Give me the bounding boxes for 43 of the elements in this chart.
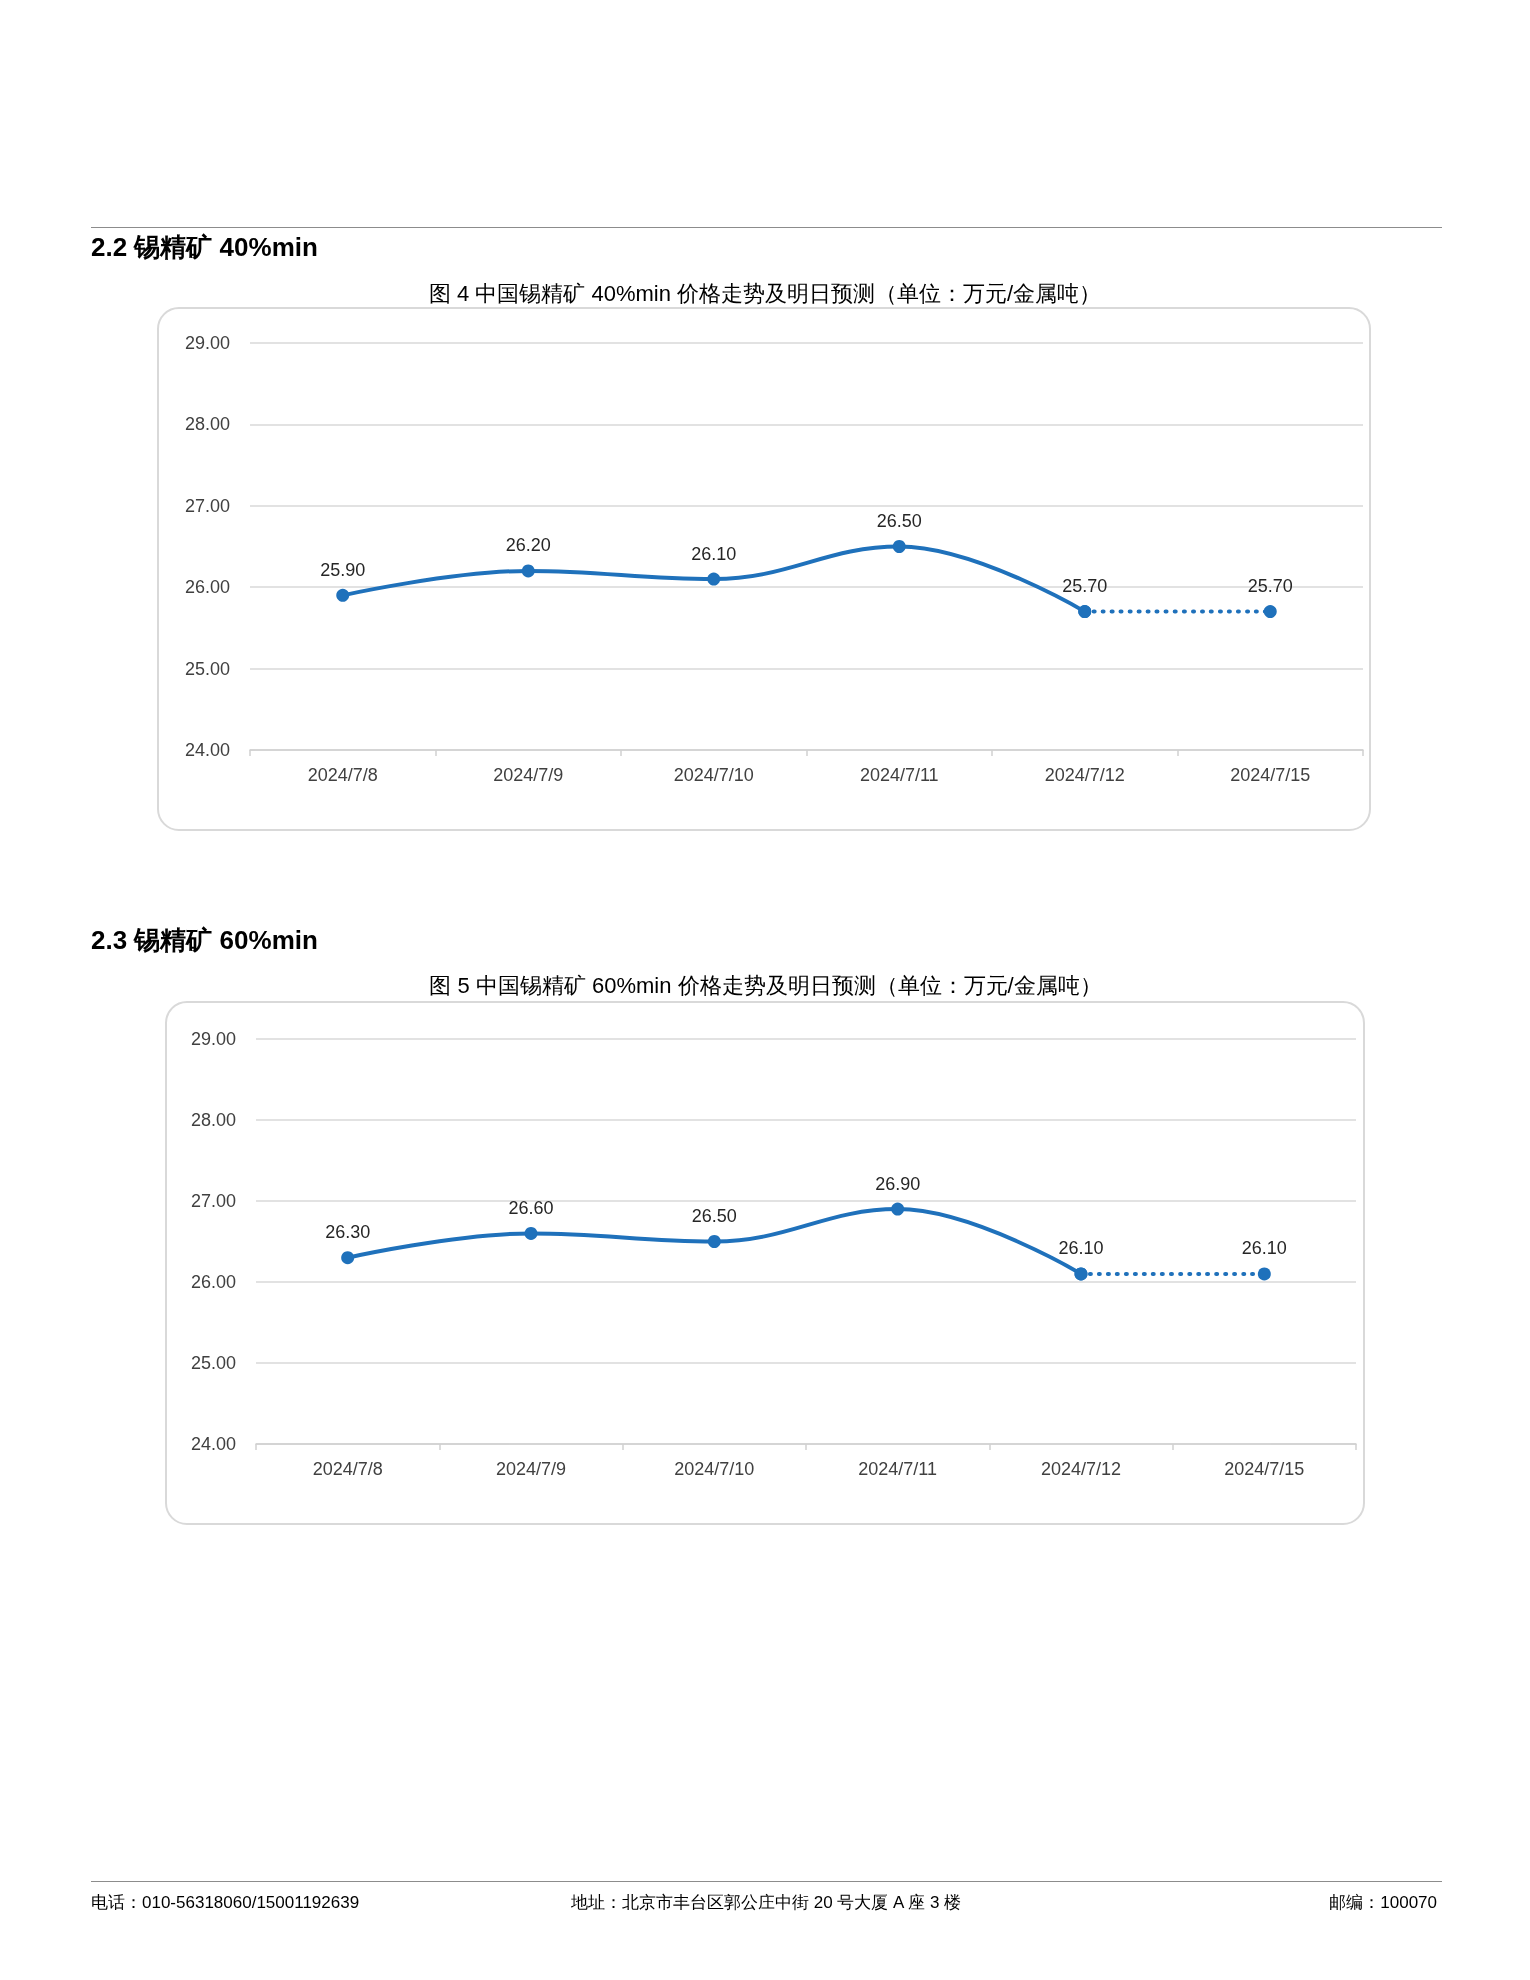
data-label: 26.10 (1058, 1238, 1104, 1259)
data-label: 26.10 (691, 543, 737, 564)
x-tick-label: 2024/7/8 (312, 1459, 383, 1479)
chart-title: 图 5 中国锡精矿 60%min 价格走势及明日预测（单位：万元/金属吨） (429, 972, 1102, 998)
data-label: 25.70 (1247, 576, 1293, 597)
y-tick-label: 27.00 (190, 1191, 236, 1211)
y-tick-label: 29.00 (184, 333, 230, 353)
y-tick-label: 28.00 (190, 1110, 236, 1130)
x-tick-label: 2024/7/11 (858, 1459, 938, 1479)
data-label: 26.30 (325, 1222, 371, 1243)
data-label: 25.70 (1062, 576, 1108, 597)
data-label: 26.50 (876, 511, 922, 531)
y-tick-label: 26.00 (184, 577, 230, 598)
chart-title: 图 4 中国锡精矿 40%min 价格走势及明日预测（单位：万元/金属吨） (428, 280, 1102, 306)
x-tick-label: 2024/7/8 (307, 765, 378, 785)
data-label: 26.60 (508, 1197, 554, 1218)
data-label: 26.20 (505, 535, 551, 556)
y-tick-label: 24.00 (190, 1434, 236, 1454)
x-tick-label: 2024/7/12 (1040, 1459, 1122, 1479)
text: 邮编：100070 (1329, 1892, 1437, 1914)
y-tick-label: 27.00 (184, 495, 230, 516)
data-label: 26.90 (875, 1173, 921, 1194)
y-tick-label: 26.00 (190, 1272, 236, 1292)
x-tick-label: 2024/7/9 (495, 1459, 567, 1479)
x-tick-label: 2024/7/11 (859, 765, 939, 785)
x-tick-label: 2024/7/10 (674, 1459, 755, 1479)
y-tick-label: 24.00 (184, 740, 230, 760)
text: 地址：北京市丰台区郭公庄中街 20 号大厦 A 座 3 楼 (571, 1892, 962, 1914)
y-tick-label: 28.00 (184, 414, 230, 435)
x-tick-label: 2024/7/15 (1224, 1459, 1305, 1479)
text: 电话：010-56318060/15001192639 (91, 1892, 360, 1914)
data-label: 25.90 (320, 559, 366, 580)
data-label: 26.10 (1241, 1238, 1287, 1259)
x-tick-label: 2024/7/9 (493, 765, 564, 785)
data-label: 26.50 (691, 1206, 737, 1226)
x-tick-label: 2024/7/12 (1044, 765, 1125, 785)
text: 2.2 锡精矿 40%min (91, 231, 318, 264)
x-tick-label: 2024/7/10 (673, 765, 754, 785)
y-tick-label: 25.00 (190, 1353, 236, 1373)
y-tick-label: 25.00 (184, 658, 230, 679)
x-tick-label: 2024/7/15 (1230, 765, 1311, 785)
y-tick-label: 29.00 (190, 1029, 236, 1049)
text: 2.3 锡精矿 60%min (91, 924, 318, 957)
